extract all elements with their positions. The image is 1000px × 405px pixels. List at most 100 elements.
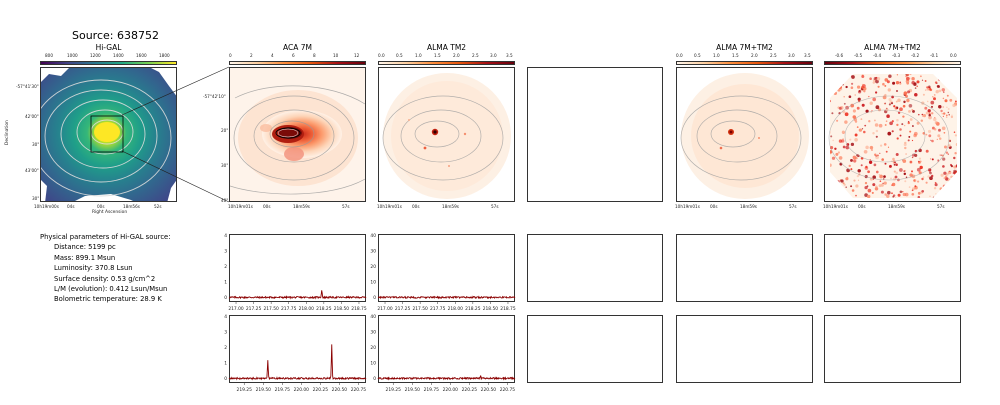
x-tick: 00s (710, 204, 718, 209)
y-tick: 40" (221, 198, 229, 203)
x-tick-label: 220.50 (332, 387, 348, 393)
noise-speckle (868, 95, 870, 98)
noise-speckle (856, 126, 859, 128)
noise-speckle (861, 103, 865, 107)
y-tick-label: 0 (224, 295, 227, 301)
noise-speckle (889, 121, 893, 126)
x-tick: 04s (67, 204, 75, 209)
noise-speckle (835, 80, 837, 82)
empty-spectrum-panel (676, 315, 813, 383)
spectrum-line (228, 290, 367, 300)
noise-speckle (886, 114, 890, 118)
noise-speckle (850, 86, 854, 89)
noise-speckle (895, 153, 899, 156)
noise-speckle (895, 163, 898, 166)
noise-speckle (888, 164, 892, 168)
noise-speckle (921, 113, 924, 116)
noise-speckle (953, 156, 956, 160)
x-tick: 00s (97, 204, 105, 209)
noise-speckle (843, 95, 845, 98)
y-tick-label: 20 (370, 264, 376, 270)
noise-speckle (856, 106, 860, 110)
noise-speckle (857, 179, 860, 181)
aca-title: ACA 7M (283, 43, 312, 52)
noise-speckle (896, 123, 899, 127)
x-tick: 57s (491, 204, 499, 209)
noise-speckle (841, 83, 844, 86)
noise-speckle (893, 105, 896, 108)
noise-speckle (947, 170, 952, 175)
noise-speckle (890, 177, 892, 180)
noise-speckle (938, 75, 942, 79)
spectrum-aca-row1: 0 1 2 3 4 217.00 217.25 217.50 217.75 218.00 218.2… (224, 233, 367, 312)
source-title: Source: 638752 (72, 29, 159, 42)
noise-speckle (844, 112, 849, 117)
noise-speckle (872, 183, 876, 187)
cbar-tick: -0.2 (911, 53, 920, 58)
y-tick-label: 3 (224, 330, 227, 336)
noise-speckle (837, 180, 840, 183)
spectrum-tm2-row2: 0 10 20 30 40 219.25 219.50 219.75 220.00 220.25 2… (370, 314, 515, 393)
cbar-tick: 2.0 (453, 53, 460, 58)
noise-speckle (904, 146, 907, 150)
noise-speckle (877, 85, 880, 88)
noise-speckle (832, 139, 834, 142)
noise-speckle (865, 145, 869, 150)
noise-speckle (833, 182, 835, 184)
noise-speckle (869, 77, 872, 80)
cbar-tick: 1.5 (732, 53, 739, 58)
noise-speckle (911, 76, 915, 81)
noise-speckle (862, 84, 866, 88)
x-tick: 10h19m01s (377, 204, 402, 209)
noise-speckle (890, 102, 894, 105)
plot-frame (229, 234, 366, 302)
noise-speckle (873, 163, 877, 167)
noise-speckle (874, 91, 878, 94)
aca-map (229, 67, 366, 202)
noise-speckle (951, 89, 955, 93)
noise-speckle (896, 137, 899, 140)
noise-speckle (932, 96, 934, 98)
noise-speckle (857, 169, 861, 173)
noise-speckle (942, 157, 946, 161)
noise-speckle (921, 189, 925, 193)
higal-cbar-ticks: 800 1000 1200 1400 1600 1800 (40, 53, 177, 59)
physical-parameters: Physical parameters of Hi-GAL source: Di… (40, 232, 171, 305)
noise-speckle (954, 134, 957, 137)
noise-speckle (922, 113, 927, 118)
noise-speckle (850, 142, 855, 147)
noise-speckle (897, 193, 901, 197)
combo-title: ALMA 7M+TM2 (716, 43, 773, 52)
noise-speckle (942, 165, 945, 168)
higal-title: Hi-GAL (95, 43, 122, 52)
noise-speckle (942, 115, 945, 118)
noise-speckle (899, 107, 903, 112)
x-tick-label: 220.75 (500, 387, 516, 393)
noise-speckle (858, 128, 863, 132)
noise-speckle (892, 157, 895, 161)
noise-speckle (904, 169, 907, 172)
x-tick-label: 217.00 (228, 306, 244, 312)
noise-speckle (911, 125, 914, 127)
noise-speckle (899, 82, 902, 85)
noise-speckle (950, 175, 953, 179)
noise-speckle (956, 168, 957, 171)
noise-speckle (875, 170, 879, 174)
noise-speckle (944, 99, 948, 103)
noise-speckle (879, 144, 883, 147)
noise-speckle (894, 161, 896, 164)
noise-speckle (888, 97, 892, 102)
empty-spectrum-panel (824, 234, 961, 302)
noise-speckle (936, 138, 938, 141)
noise-speckle (947, 144, 951, 148)
x-tick: 10h19m00s (34, 204, 59, 209)
noise-speckle (945, 151, 949, 154)
noise-speckle (941, 113, 944, 115)
noise-speckle (952, 172, 955, 174)
noise-speckle (908, 135, 911, 138)
noise-speckle (866, 194, 871, 198)
noise-speckle (930, 100, 935, 105)
noise-speckle (830, 74, 831, 77)
noise-speckle (935, 90, 939, 94)
x-tick: 10h19m01s (675, 204, 700, 209)
